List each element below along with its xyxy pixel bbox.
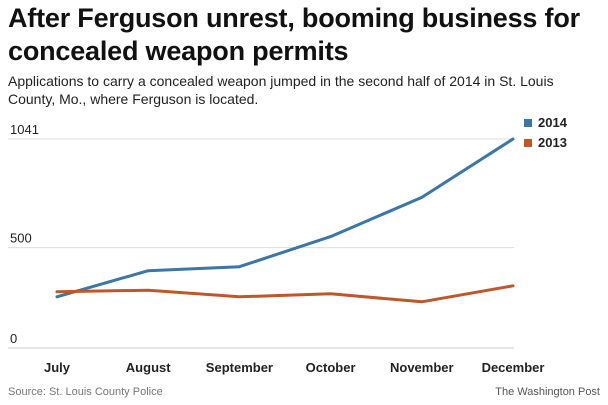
series-line-2014: [55, 137, 515, 299]
gridlines: [8, 138, 514, 349]
x-tick-label: September: [206, 360, 273, 375]
y-tick-label: 1041: [10, 122, 39, 137]
chart-title: After Ferguson unrest, booming business …: [8, 3, 580, 66]
x-tick-label: October: [306, 360, 356, 375]
legend-label-2013: 2013: [538, 135, 567, 150]
legend-swatch-2013: [524, 139, 532, 147]
y-tick-label: 500: [10, 231, 32, 246]
x-axis-ticks: July August September October November Decemb…: [44, 360, 544, 375]
line-chart: 0 500 1041 July August September October Novem…: [8, 115, 568, 375]
y-axis-ticks: 0 500 1041: [10, 122, 39, 346]
legend-label-2014: 2014: [538, 115, 568, 130]
x-tick-label: December: [482, 360, 545, 375]
legend-swatch-2014: [524, 119, 532, 127]
y-tick-label: 0: [10, 331, 17, 346]
x-tick-label: November: [390, 360, 454, 375]
x-tick-label: August: [126, 360, 171, 375]
source-note: Source: St. Louis County Police: [8, 386, 163, 398]
legend: 2014 2013: [524, 115, 568, 150]
chart-subtitle: Applications to carry a concealed weapon…: [8, 73, 554, 107]
publisher-credit: The Washington Post: [495, 386, 600, 398]
x-tick-label: July: [44, 360, 71, 375]
series-line-2013: [55, 284, 515, 304]
series-lines: [55, 137, 515, 304]
